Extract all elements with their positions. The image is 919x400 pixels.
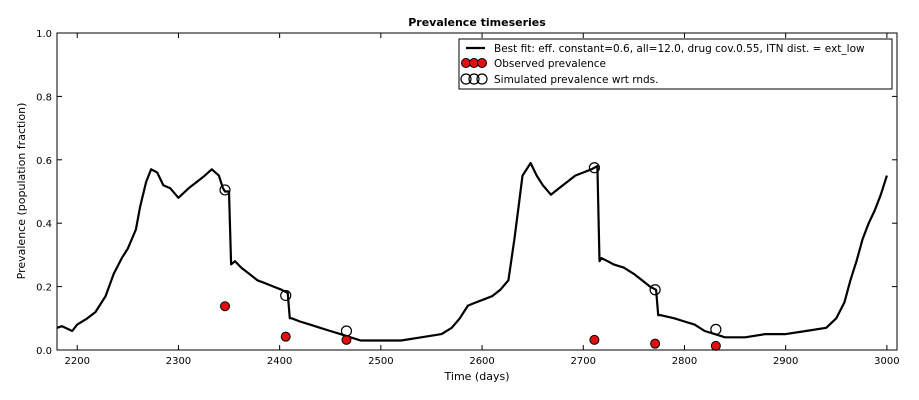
y-tick-label: 0.2 <box>36 283 52 294</box>
observed-point <box>341 334 352 345</box>
simulated-point <box>340 325 353 337</box>
chart-title: Prevalence timeseries <box>408 16 546 29</box>
axes: 2200 2300 2400 2500 2600 2700 2800 2900 3000 0.0 0… <box>36 29 900 367</box>
observed-point <box>710 340 721 351</box>
x-tick-label: 2900 <box>773 356 798 367</box>
legend: Best fit: eff. constant=0.6, all=12.0, d… <box>458 38 893 90</box>
observed-point <box>650 338 661 349</box>
x-tick-label: 2200 <box>65 356 90 367</box>
observed-point <box>589 334 600 345</box>
legend-simulated-marker <box>460 73 472 85</box>
y-tick-label: 1.0 <box>36 29 52 40</box>
series-line-best-fit <box>56 161 888 342</box>
y-tick-label: 0.8 <box>36 92 52 103</box>
y-tick-label: 0.4 <box>36 219 52 230</box>
x-tick-label: 2700 <box>571 356 596 367</box>
legend-label-observed: Observed prevalence <box>494 58 606 70</box>
x-tick-label: 2500 <box>368 356 393 367</box>
observed-point <box>220 301 230 312</box>
y-tick-label: 0.0 <box>36 346 52 357</box>
x-tick-label: 2600 <box>469 356 494 367</box>
simulated-point <box>588 162 600 174</box>
x-tick-label: 2800 <box>672 356 697 367</box>
legend-observed-marker <box>477 58 487 68</box>
observed-point <box>280 331 291 342</box>
y-tick-label: 0.6 <box>36 156 52 167</box>
legend-simulated-marker <box>468 73 480 85</box>
legend-box <box>458 38 893 90</box>
simulated-point <box>649 284 661 296</box>
x-tick-label: 2300 <box>166 356 191 367</box>
x-tick-label: 3000 <box>874 356 899 367</box>
x-axis-label: Time (days) <box>444 370 510 383</box>
simulated-point <box>219 184 231 196</box>
axes-frame <box>56 32 898 351</box>
simulated-point <box>710 323 722 335</box>
simulated-point <box>280 289 292 302</box>
x-tick-label: 2400 <box>267 356 292 367</box>
y-axis-label: Prevalence (population fraction) <box>15 103 28 280</box>
legend-label-best-fit: Best fit: eff. constant=0.6, all=12.0, d… <box>494 43 865 55</box>
legend-label-simulated: Simulated prevalence wrt rnds. <box>494 74 658 86</box>
legend-simulated-marker <box>476 73 488 85</box>
